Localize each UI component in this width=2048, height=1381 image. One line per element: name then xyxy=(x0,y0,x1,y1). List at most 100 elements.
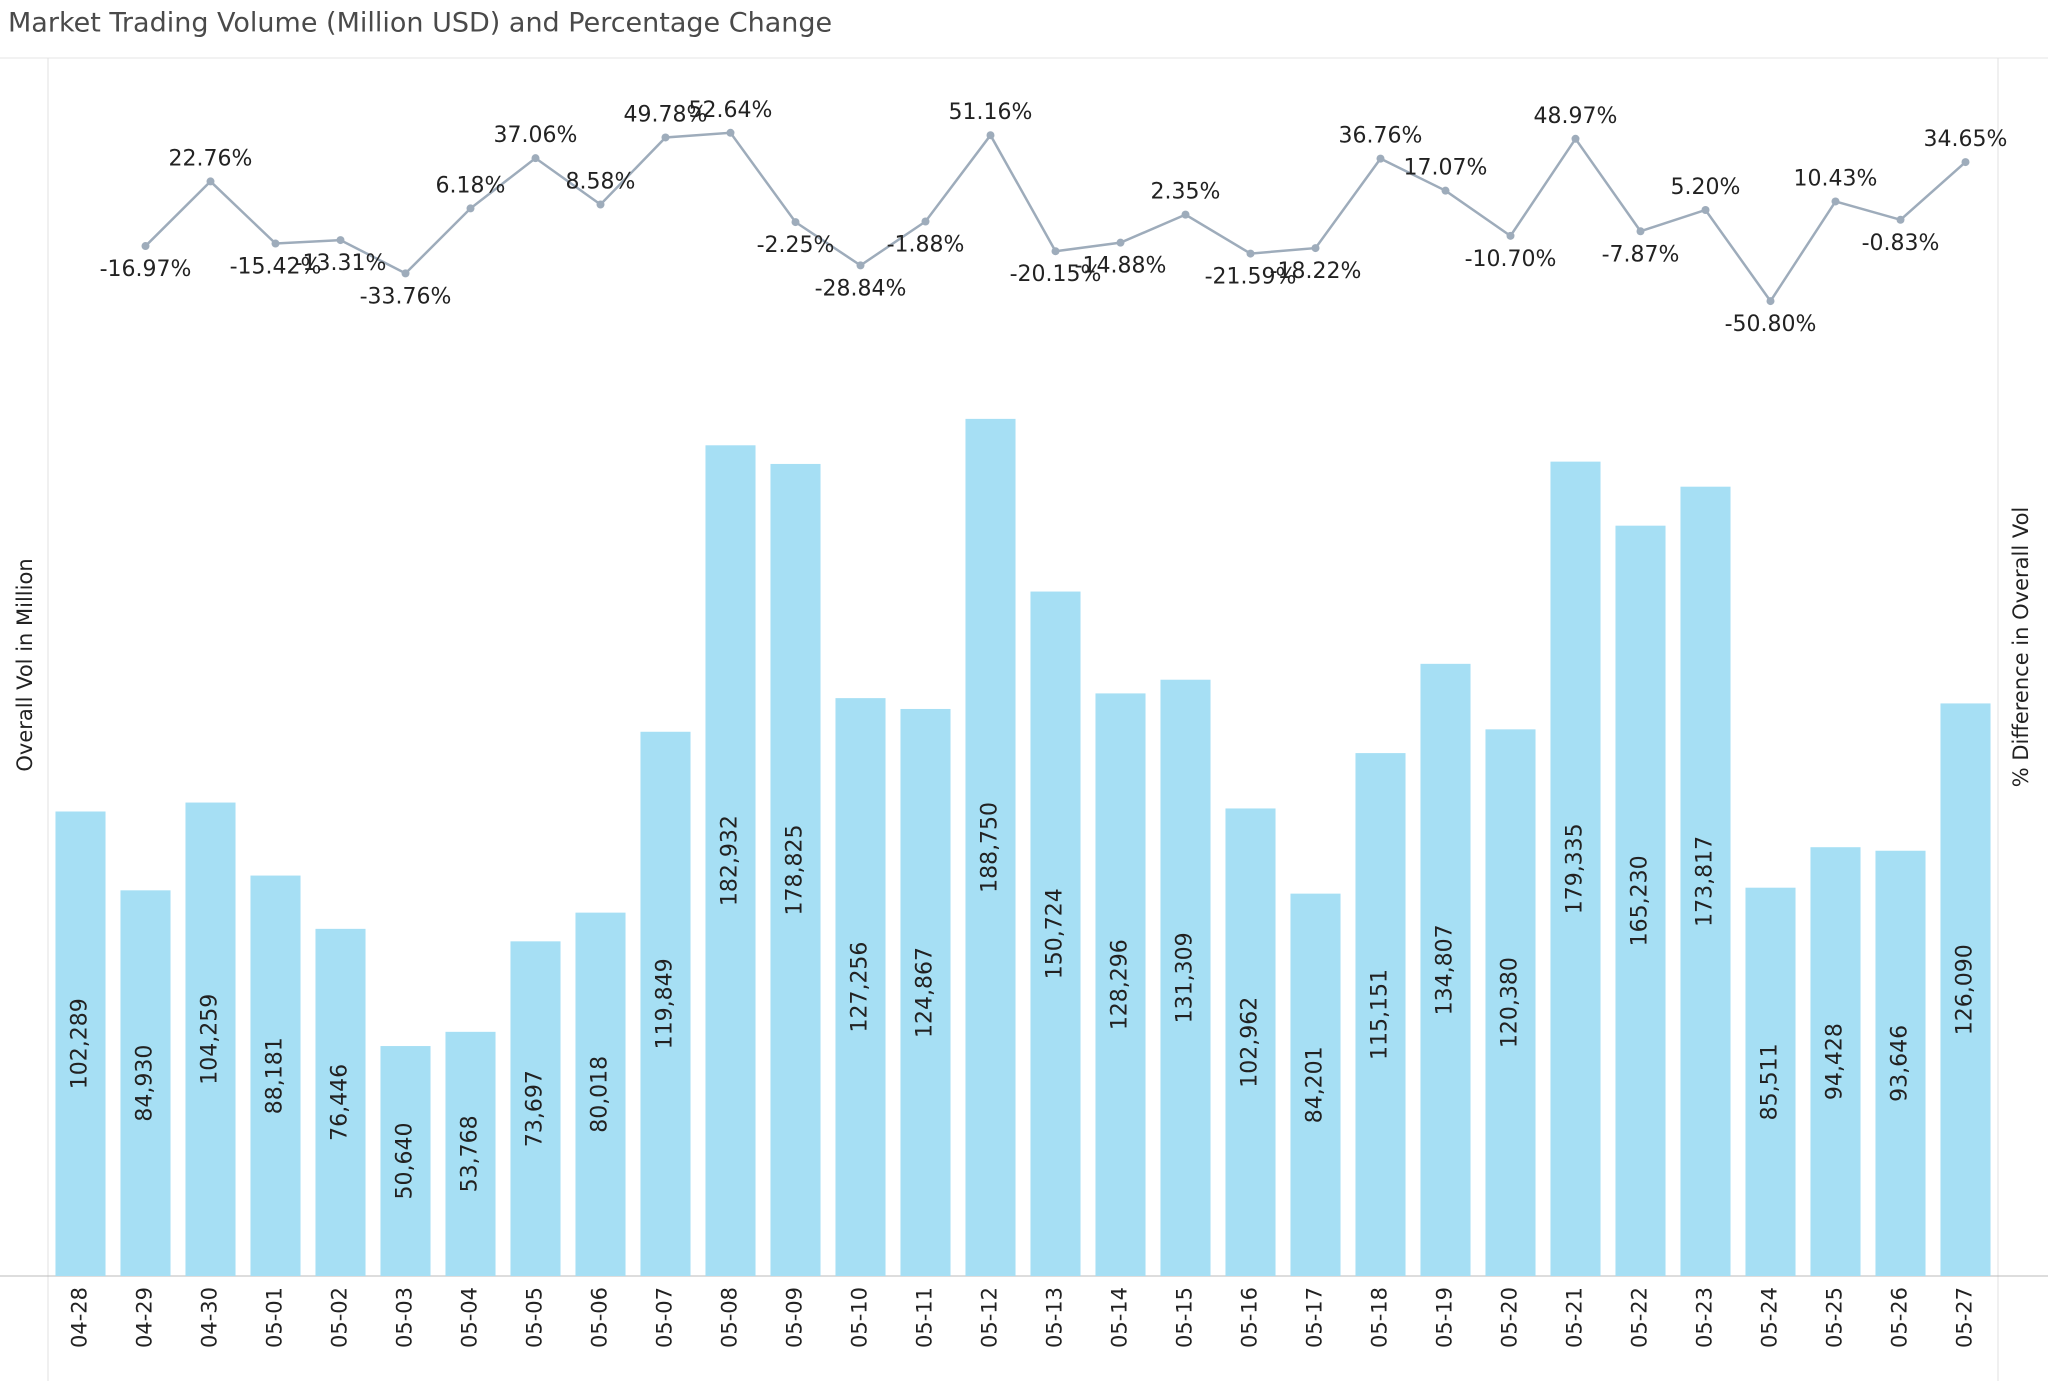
line-value-label: 22.76% xyxy=(169,146,253,171)
line-value-label: 36.76% xyxy=(1339,124,1423,149)
line-point xyxy=(1116,238,1125,247)
x-tick-label: 04-30 xyxy=(198,1287,222,1348)
chart-title: Market Trading Volume (Million USD) and … xyxy=(8,8,832,39)
bar xyxy=(1095,693,1146,1276)
y2-axis-label: % Difference in Overall Vol xyxy=(2009,507,2033,788)
line-point xyxy=(401,269,410,278)
bar-value-label: 88,181 xyxy=(263,1037,288,1114)
bar xyxy=(705,445,756,1276)
x-tick-label: 05-20 xyxy=(1498,1287,1522,1348)
x-tick-label: 05-25 xyxy=(1823,1287,1847,1348)
bar xyxy=(120,890,171,1276)
bar-value-label: 124,867 xyxy=(913,947,938,1038)
line-point xyxy=(1506,231,1515,240)
line-point xyxy=(1701,205,1710,214)
line-point xyxy=(856,261,865,270)
bar xyxy=(1940,703,1991,1276)
line-value-label: 34.65% xyxy=(1924,127,2008,152)
bar-value-label: 178,825 xyxy=(783,824,808,915)
bar-value-label: 119,849 xyxy=(653,958,678,1049)
bar-value-label: 53,768 xyxy=(458,1115,483,1192)
bar-value-label: 85,511 xyxy=(1758,1043,1783,1120)
line-value-label: -10.70% xyxy=(1465,247,1557,272)
line-value-label: -14.88% xyxy=(1075,254,1167,279)
x-tick-label: 05-08 xyxy=(718,1287,742,1348)
line-point xyxy=(206,177,215,186)
bar xyxy=(770,463,821,1277)
x-tick-label: 05-10 xyxy=(848,1287,872,1348)
line-point xyxy=(921,217,930,226)
line-point xyxy=(271,239,280,248)
line-value-label: -21.59% xyxy=(1205,265,1297,290)
bar xyxy=(185,802,236,1276)
line-point xyxy=(141,242,150,251)
bar-value-label: 93,646 xyxy=(1888,1025,1913,1102)
line-point xyxy=(1246,249,1255,258)
x-tick-label: 05-13 xyxy=(1043,1287,1067,1348)
line-value-label: 5.20% xyxy=(1671,175,1741,200)
line-point xyxy=(1571,134,1580,143)
bar xyxy=(1745,887,1796,1276)
x-tick-label: 05-09 xyxy=(783,1287,807,1348)
x-tick-label: 05-26 xyxy=(1888,1287,1912,1348)
bar-value-label: 179,335 xyxy=(1563,823,1588,914)
bar-value-label: 134,807 xyxy=(1433,924,1458,1015)
line-point xyxy=(1051,247,1060,256)
line-value-label: 6.18% xyxy=(436,173,506,198)
bar xyxy=(1810,847,1861,1276)
line-value-label: -33.76% xyxy=(360,284,452,309)
bar xyxy=(55,811,106,1276)
x-tick-label: 05-16 xyxy=(1238,1287,1262,1348)
line-value-label: 8.58% xyxy=(566,169,636,194)
bar xyxy=(1290,893,1341,1276)
bar-value-label: 84,201 xyxy=(1303,1046,1328,1123)
x-tick-label: 05-17 xyxy=(1303,1287,1327,1348)
line-value-label: -50.80% xyxy=(1725,312,1817,337)
bar-value-label: 188,750 xyxy=(978,802,1003,893)
x-tick-label: 05-27 xyxy=(1953,1287,1977,1348)
line-value-label: -0.83% xyxy=(1862,231,1940,256)
bar-value-label: 150,724 xyxy=(1043,888,1068,979)
bar-value-label: 182,932 xyxy=(718,815,743,906)
bar xyxy=(1875,850,1926,1276)
x-tick-label: 05-23 xyxy=(1693,1287,1717,1348)
x-tick-label: 05-01 xyxy=(263,1287,287,1348)
line-point xyxy=(336,236,345,245)
x-tick-label: 05-21 xyxy=(1563,1287,1587,1348)
line-value-label: -28.84% xyxy=(815,276,907,301)
bar-value-label: 165,230 xyxy=(1628,855,1653,946)
x-tick-label: 05-22 xyxy=(1628,1287,1652,1348)
line-value-label: 2.35% xyxy=(1151,180,1221,205)
bar xyxy=(835,698,886,1276)
bar xyxy=(900,708,951,1276)
x-tick-label: 05-07 xyxy=(653,1287,677,1348)
bar xyxy=(1160,679,1211,1276)
bar xyxy=(965,418,1016,1276)
bar xyxy=(380,1046,431,1276)
line-point xyxy=(466,204,475,213)
x-tick-label: 05-05 xyxy=(523,1287,547,1348)
bar xyxy=(575,912,626,1276)
bar-value-label: 80,018 xyxy=(588,1056,613,1133)
line-point xyxy=(661,133,670,142)
bar-value-label: 131,309 xyxy=(1173,932,1198,1023)
line-value-label: -13.31% xyxy=(295,251,387,276)
bar xyxy=(1030,591,1081,1276)
line-point xyxy=(1311,244,1320,253)
x-tick-label: 05-06 xyxy=(588,1287,612,1348)
bar-value-label: 104,259 xyxy=(198,994,223,1085)
bar xyxy=(1420,663,1471,1276)
bar-value-label: 73,697 xyxy=(523,1070,548,1147)
line-point xyxy=(1831,197,1840,206)
line-point xyxy=(1896,215,1905,224)
x-tick-label: 05-12 xyxy=(978,1287,1002,1348)
line-value-label: -7.87% xyxy=(1602,242,1680,267)
x-tick-label: 05-11 xyxy=(913,1287,937,1348)
x-tick-label: 04-29 xyxy=(133,1287,157,1348)
bar xyxy=(315,928,366,1276)
y-axis-label: Overall Vol in Million xyxy=(13,558,37,771)
line-point xyxy=(1961,158,1970,167)
line-point xyxy=(1181,210,1190,219)
line-value-label: -20.15% xyxy=(1010,262,1102,287)
